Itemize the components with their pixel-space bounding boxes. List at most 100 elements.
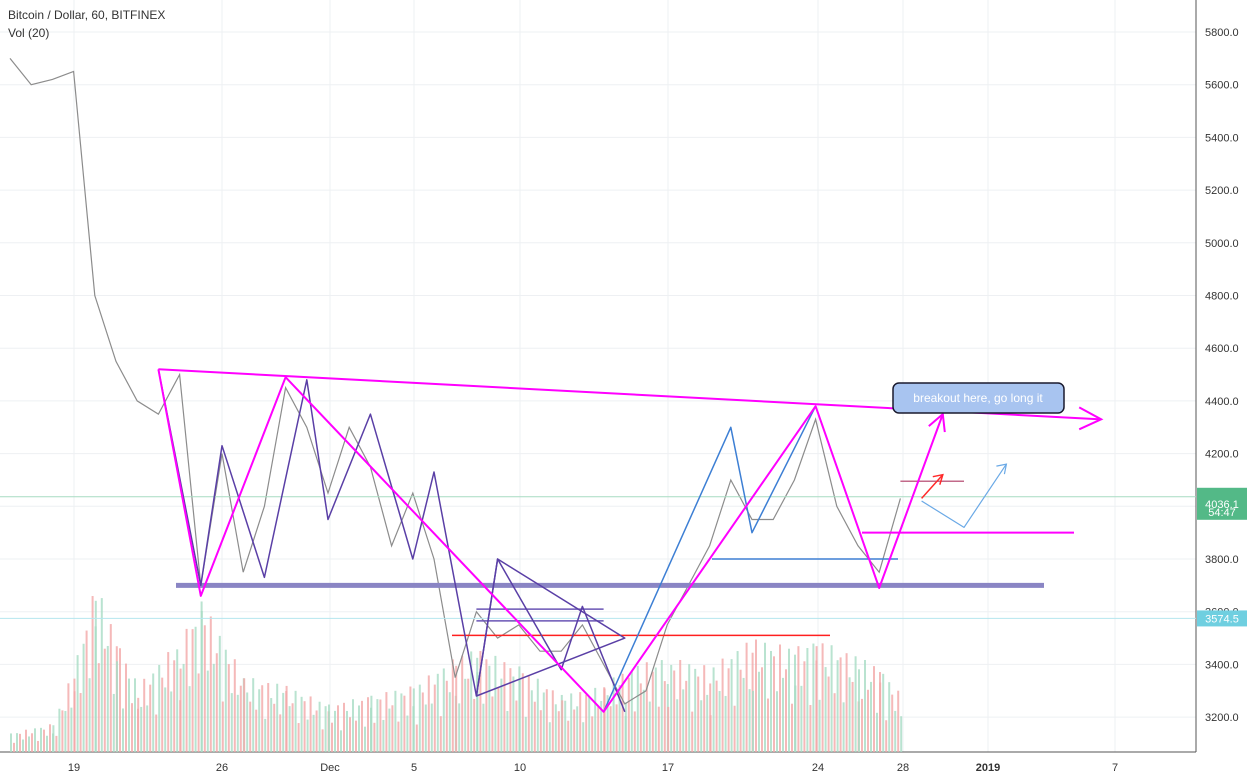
volume-bar	[639, 683, 642, 752]
volume-bar	[346, 710, 348, 752]
volume-bar	[876, 712, 878, 752]
volume-bar	[119, 648, 121, 752]
volume-bar	[31, 733, 33, 752]
volume-bar	[654, 667, 657, 752]
volume-bar	[288, 706, 291, 752]
volume-bar	[340, 730, 342, 752]
volume-bar	[570, 693, 573, 752]
volume-bar	[670, 664, 673, 752]
volume-bar	[648, 701, 651, 752]
volume-bar	[767, 698, 769, 752]
x-tick-label: Dec	[320, 762, 340, 774]
volume-bar	[233, 659, 236, 752]
y-tick-label: 3200.0	[1205, 712, 1239, 724]
volume-bar	[258, 689, 261, 752]
volume-bar	[85, 630, 88, 752]
volume-bar	[361, 700, 363, 752]
volume-bar	[761, 667, 763, 752]
volume-bar	[116, 661, 118, 752]
x-tick-label: 10	[514, 762, 526, 774]
x-tick-label: 19	[68, 762, 80, 774]
violet-triangle[interactable]	[475, 558, 626, 697]
volume-bar	[542, 692, 545, 752]
secondary-price-badge: 3574.5	[1205, 613, 1239, 625]
volume-bar	[830, 645, 833, 752]
volume-indicator-label[interactable]: Vol (20)	[8, 26, 50, 40]
x-tick-label: 28	[897, 762, 909, 774]
volume-bar	[236, 694, 239, 752]
countdown-timer: 54:47	[1208, 507, 1236, 519]
volume-bar	[152, 673, 155, 752]
volume-bar	[337, 705, 339, 752]
volume-bar	[636, 665, 639, 752]
volume-bar	[61, 710, 64, 752]
volume-bar	[252, 678, 255, 752]
volume-bar	[842, 702, 845, 752]
volume-bar	[703, 665, 706, 752]
volume-bar	[194, 626, 197, 752]
red-arrow[interactable]	[921, 474, 944, 499]
volume-bar	[845, 653, 848, 752]
volume-bar	[40, 727, 42, 752]
volume-bar	[227, 664, 230, 752]
volume-bar	[606, 695, 609, 752]
volume-bar	[146, 705, 149, 752]
y-tick-label: 3800.0	[1205, 554, 1239, 566]
volume-bar	[442, 668, 445, 752]
y-tick-label: 5200.0	[1205, 185, 1239, 197]
volume-bar	[736, 651, 739, 752]
breakout-annotation[interactable]: breakout here, go long it	[892, 382, 1065, 414]
volume-bar	[331, 722, 333, 752]
pink-zigzag[interactable]	[157, 369, 944, 713]
volume-bar	[173, 660, 176, 752]
violet-zigzag[interactable]	[157, 369, 626, 713]
volume-bar	[488, 665, 491, 752]
volume-bar	[261, 685, 264, 752]
volume-bar	[788, 648, 790, 752]
volume-bar	[324, 706, 327, 752]
volume-bar	[503, 662, 506, 752]
volume-bar	[224, 649, 227, 752]
annotation-text: breakout here, go long it	[913, 391, 1043, 405]
blue-zigzag[interactable]	[602, 405, 817, 713]
lightblue-projection[interactable]	[921, 463, 1007, 528]
annotation-box[interactable]	[892, 382, 1065, 414]
volume-bar	[16, 733, 18, 752]
volume-bar	[276, 683, 279, 752]
volume-bar	[430, 703, 433, 752]
volume-bar	[385, 692, 388, 752]
volume-bar	[554, 704, 557, 752]
volume-bar	[67, 683, 70, 752]
volume-bar	[37, 740, 39, 752]
volume-bar	[91, 596, 94, 752]
volume-bar	[524, 716, 527, 752]
volume-bar	[13, 742, 15, 752]
volume-bar	[464, 678, 467, 752]
volume-bar	[660, 660, 663, 752]
volume-bar	[579, 692, 582, 752]
volume-bar	[94, 600, 97, 752]
volume-bar	[618, 685, 621, 752]
volume-bar	[306, 719, 309, 752]
volume-bar	[727, 668, 730, 752]
volume-bar	[185, 628, 188, 752]
volume-bar	[491, 696, 494, 752]
volume-bar	[533, 701, 536, 752]
volume-bar	[706, 694, 709, 752]
volume-bar	[122, 708, 124, 752]
volume-bar	[521, 673, 524, 752]
volume-bar	[82, 643, 85, 752]
volume-bar	[315, 710, 318, 752]
volume-bar	[400, 693, 403, 752]
volume-bar	[134, 678, 136, 752]
volume-bar	[167, 652, 170, 752]
volume-bar	[58, 708, 61, 752]
current-price-badge: 4036.1	[1205, 499, 1239, 511]
volume-bar	[815, 646, 818, 752]
volume-bar	[633, 711, 636, 752]
volume-bar	[515, 700, 518, 752]
volume-bar	[600, 700, 603, 752]
volume-bar	[215, 653, 218, 752]
volume-bar	[239, 685, 242, 752]
